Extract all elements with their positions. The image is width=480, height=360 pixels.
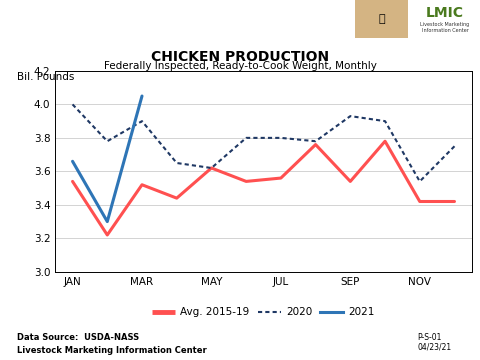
Avg. 2015-19 [417,199,422,204]
2020 [208,166,214,170]
Avg. 2015-19 [382,139,388,143]
Text: P-S-01: P-S-01 [418,333,442,342]
Avg. 2015-19 [243,179,249,184]
2020 [174,161,180,165]
2021 [70,159,75,163]
2020 [313,139,319,143]
2020 [348,114,353,118]
2020 [243,136,249,140]
Text: Data Source:  USDA-NASS: Data Source: USDA-NASS [17,333,139,342]
Text: 04/23/21: 04/23/21 [418,342,452,351]
2020 [417,179,422,184]
Avg. 2015-19 [70,179,75,184]
Avg. 2015-19 [313,143,319,147]
2020 [382,119,388,123]
Text: CHICKEN PRODUCTION: CHICKEN PRODUCTION [151,50,329,64]
2020 [452,144,457,148]
2020 [278,136,284,140]
2021 [105,220,110,224]
2021 [139,94,145,98]
Avg. 2015-19 [348,179,353,184]
Text: LMIC: LMIC [426,6,464,20]
Bar [355,0,408,38]
2020 [70,102,75,107]
Avg. 2015-19 [452,199,457,204]
Text: Federally Inspected, Ready-to-Cook Weight, Monthly: Federally Inspected, Ready-to-Cook Weigh… [104,61,376,71]
Avg. 2015-19 [139,183,145,187]
Avg. 2015-19 [278,176,284,180]
Text: Livestock Marketing
Information Center: Livestock Marketing Information Center [420,22,470,33]
Avg. 2015-19 [105,233,110,237]
2020 [139,119,145,123]
Text: Livestock Marketing Information Center: Livestock Marketing Information Center [17,346,206,355]
Legend: Avg. 2015-19, 2020, 2021: Avg. 2015-19, 2020, 2021 [148,303,379,321]
Line: 2020: 2020 [72,104,455,181]
Avg. 2015-19 [208,166,214,170]
Text: 🐴: 🐴 [378,14,385,24]
Line: 2021: 2021 [72,96,142,222]
Avg. 2015-19 [174,196,180,200]
Line: Avg. 2015-19: Avg. 2015-19 [72,141,455,235]
2020 [105,139,110,143]
Text: Bil. Pounds: Bil. Pounds [17,72,74,82]
